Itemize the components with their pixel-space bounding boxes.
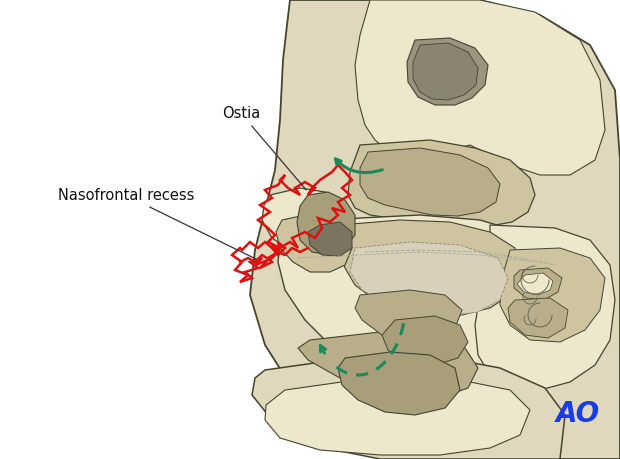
Polygon shape bbox=[500, 248, 605, 342]
Polygon shape bbox=[514, 268, 562, 300]
Text: AO: AO bbox=[556, 400, 600, 428]
Polygon shape bbox=[278, 215, 560, 385]
Polygon shape bbox=[276, 215, 352, 272]
Polygon shape bbox=[350, 242, 508, 316]
Polygon shape bbox=[382, 316, 468, 365]
Polygon shape bbox=[355, 290, 462, 340]
Polygon shape bbox=[508, 298, 568, 338]
Polygon shape bbox=[517, 273, 553, 295]
Text: Ostia: Ostia bbox=[222, 106, 306, 190]
Polygon shape bbox=[407, 38, 488, 105]
Polygon shape bbox=[262, 188, 355, 255]
Polygon shape bbox=[413, 43, 478, 100]
Polygon shape bbox=[348, 140, 535, 226]
Polygon shape bbox=[340, 220, 520, 315]
Text: Nasofrontal recess: Nasofrontal recess bbox=[58, 188, 255, 259]
Polygon shape bbox=[355, 0, 605, 175]
Polygon shape bbox=[297, 192, 355, 255]
Polygon shape bbox=[250, 0, 620, 459]
Polygon shape bbox=[360, 148, 500, 216]
Polygon shape bbox=[252, 355, 565, 459]
Polygon shape bbox=[265, 378, 530, 455]
Polygon shape bbox=[338, 352, 460, 415]
Polygon shape bbox=[475, 225, 615, 390]
Polygon shape bbox=[298, 332, 478, 398]
Polygon shape bbox=[308, 222, 352, 256]
